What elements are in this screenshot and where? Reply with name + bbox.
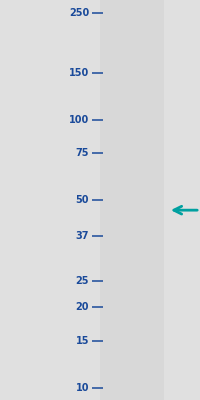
Text: 250: 250 — [69, 8, 89, 18]
Text: 100: 100 — [69, 115, 89, 125]
Text: 50: 50 — [76, 196, 89, 206]
Text: 15: 15 — [76, 336, 89, 346]
Text: 37: 37 — [76, 230, 89, 240]
Text: 25: 25 — [76, 276, 89, 286]
Text: 10: 10 — [76, 383, 89, 393]
Text: 20: 20 — [76, 302, 89, 312]
Text: 150: 150 — [69, 68, 89, 78]
Text: 75: 75 — [76, 148, 89, 158]
